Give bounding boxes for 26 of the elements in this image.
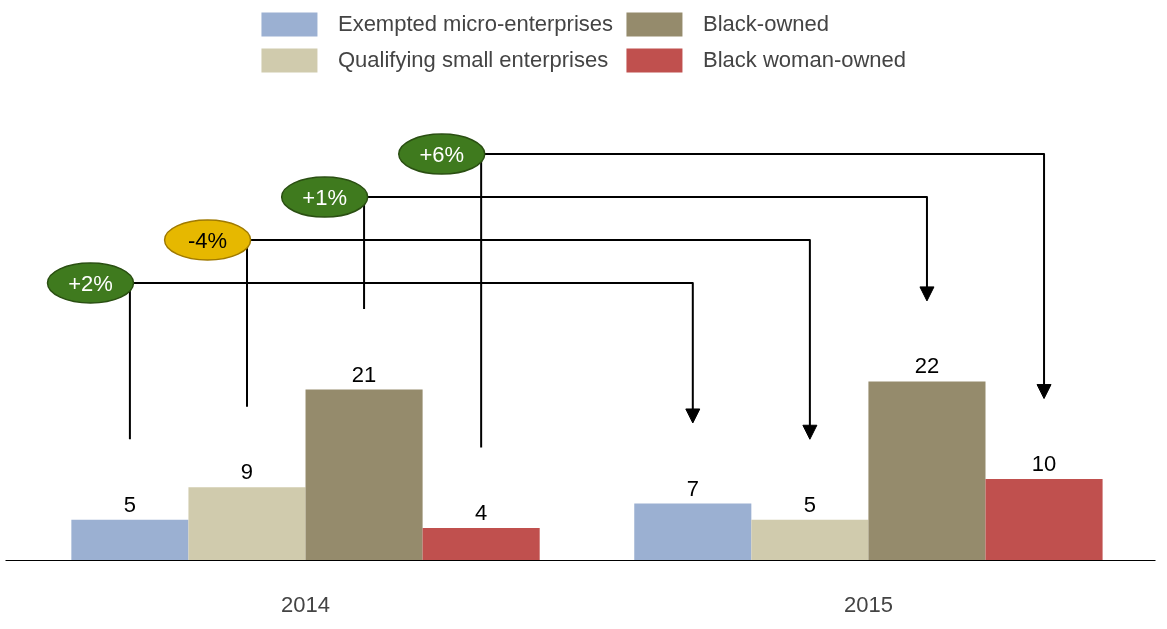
text: -4%	[188, 227, 228, 253]
legend-label: Exempted micro-enterprises	[337, 11, 614, 37]
data-label: 21	[351, 361, 377, 387]
x-tick-label: 2015	[843, 591, 893, 617]
bar	[868, 381, 986, 561]
data-label: 5	[123, 491, 137, 517]
bar	[634, 503, 752, 561]
data-label: 9	[240, 459, 254, 485]
data-label: 4	[475, 499, 488, 525]
bar	[305, 389, 423, 561]
data-label: 10	[1031, 451, 1057, 477]
bar	[985, 479, 1103, 561]
text: +1%	[302, 184, 347, 210]
data-label: 5	[803, 491, 817, 517]
bar	[71, 519, 189, 561]
legend-label: Black-owned	[703, 11, 830, 37]
bar	[188, 487, 306, 561]
text: +6%	[419, 141, 465, 167]
x-tick-label: 2014	[281, 591, 331, 617]
bar	[422, 527, 540, 561]
legend-label: Black woman-owned	[703, 47, 907, 73]
bar	[751, 519, 869, 561]
data-label: 7	[686, 475, 699, 501]
data-label: 22	[914, 353, 940, 379]
text: +2%	[68, 270, 113, 296]
legend-label: Qualifying small enterprises	[337, 47, 609, 73]
